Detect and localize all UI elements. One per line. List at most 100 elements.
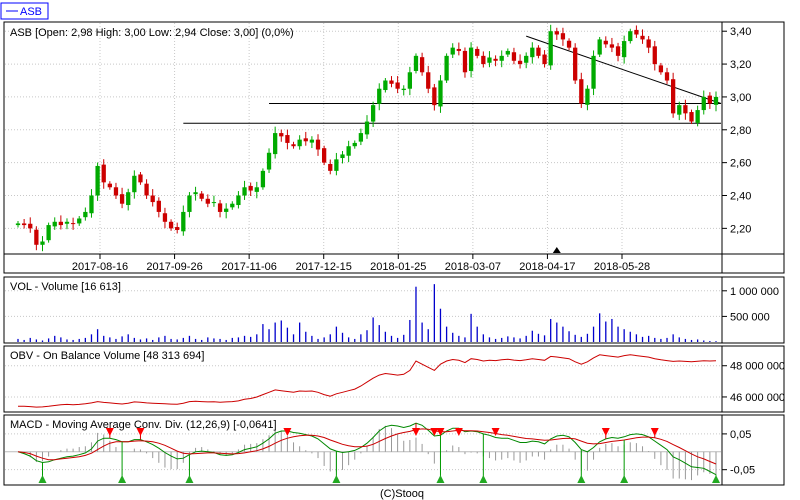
- candle-body: [664, 72, 670, 81]
- price-y-tick-label: 3,40: [730, 26, 751, 38]
- sell-signal-arrow: [491, 428, 500, 436]
- trend-line: [526, 35, 722, 104]
- volume-y-tick-label: 1 000 000: [730, 286, 779, 298]
- legend-label: ASB: [20, 6, 42, 18]
- candle-body: [407, 72, 413, 89]
- macd-signals: [38, 423, 720, 483]
- candle-body: [536, 47, 541, 56]
- candle-body: [205, 198, 210, 204]
- candle-body: [211, 202, 217, 204]
- candle-body: [597, 39, 602, 55]
- candle-body: [438, 80, 443, 107]
- support-resistance-lines: [183, 35, 722, 124]
- date-tick-label: 2017-12-15: [296, 261, 352, 273]
- candle-body: [291, 144, 296, 147]
- candle-body: [707, 95, 713, 104]
- candle-body: [499, 55, 504, 61]
- legend[interactable]: ASB: [0, 2, 49, 20]
- macd-panel: 0,05 -0,05 MACD - Moving Average Conv. Di…: [3, 414, 785, 486]
- candle-body: [285, 135, 290, 143]
- candle-body: [101, 164, 106, 183]
- obv-panel: 48 000 000 46 000 000 OBV - On Balance Vo…: [3, 345, 785, 413]
- macd-grid: [5, 433, 721, 471]
- candle-body: [89, 195, 94, 214]
- candle-body: [646, 39, 651, 48]
- candle-body: [46, 225, 51, 241]
- candle-body: [395, 82, 400, 89]
- candle-body: [236, 195, 241, 206]
- candle-body: [487, 57, 492, 63]
- macd-lines: [17, 422, 717, 476]
- candle-body: [273, 133, 278, 155]
- candle-body: [530, 47, 535, 58]
- candle-body: [315, 139, 321, 150]
- macd-axis-frame: [721, 414, 785, 486]
- price-panel: 2017-08-16 2017-09-26 2017-11-06 2017-12-15…: [3, 21, 785, 274]
- candle-body: [77, 218, 82, 224]
- candle-body: [364, 121, 370, 135]
- sell-signal-arrow: [430, 428, 439, 436]
- volume-y-ticks: 1 000 000 500 000: [722, 286, 779, 323]
- candle-body: [352, 142, 357, 147]
- macd-line: [17, 422, 717, 476]
- sell-signal-arrow: [454, 428, 463, 436]
- footer-credit: (C)Stooq: [380, 488, 424, 500]
- buy-signal-arrow: [38, 475, 47, 483]
- candle-body: [689, 112, 694, 122]
- obv-y-tick-label: 46 000 000: [730, 392, 785, 404]
- candle-body: [701, 96, 706, 111]
- candle-body: [634, 29, 639, 35]
- candle-body: [652, 46, 657, 65]
- candle-body: [156, 200, 161, 212]
- date-tick-label: 2018-05-28: [594, 261, 650, 273]
- price-grid: [5, 23, 721, 253]
- candle-body: [444, 55, 449, 81]
- price-y-tick-label: 3,00: [730, 92, 751, 104]
- sell-signal-arrow: [650, 428, 659, 436]
- candle-body: [187, 195, 192, 212]
- sell-signal-arrow: [411, 428, 420, 436]
- sell-signal-arrow: [283, 428, 292, 436]
- candle-body: [475, 48, 480, 56]
- candle-body: [628, 31, 633, 42]
- candle-body: [358, 133, 364, 142]
- candle-body: [217, 203, 223, 212]
- macd-y-tick-label: 0,05: [730, 429, 751, 441]
- candle-body: [248, 185, 253, 191]
- volume-axis-frame: [721, 276, 785, 344]
- candle-body: [370, 105, 376, 122]
- obv-line: [18, 354, 717, 408]
- candle-body: [126, 192, 131, 206]
- candle-body: [334, 159, 339, 171]
- candle-body: [199, 193, 204, 199]
- candle-body: [566, 40, 572, 48]
- sell-signal-arrow: [436, 428, 445, 436]
- buy-signal-arrow: [577, 475, 586, 483]
- buy-signal-arrow: [118, 475, 127, 483]
- candle-body: [413, 55, 419, 71]
- candle-body: [113, 187, 119, 196]
- candle-body: [548, 31, 553, 66]
- candles: [15, 24, 719, 252]
- candle-body: [640, 35, 645, 40]
- candle-body: [193, 192, 198, 195]
- candle-body: [579, 79, 584, 104]
- candle-body: [603, 40, 608, 45]
- macd-y-tick-label: -0,05: [730, 465, 755, 477]
- candle-body: [181, 211, 186, 232]
- candle-body: [419, 57, 425, 73]
- candle-body: [450, 47, 455, 55]
- candle-body: [119, 194, 125, 204]
- candle-body: [456, 48, 461, 51]
- candle-body: [713, 96, 719, 105]
- candle-body: [168, 221, 174, 229]
- date-tick-label: 2017-08-16: [72, 261, 128, 273]
- candle-body: [175, 227, 180, 230]
- candle-body: [346, 146, 351, 156]
- volume-panel-title: VOL - Volume [16 613]: [10, 281, 121, 293]
- sell-signal-arrow: [136, 428, 145, 436]
- candle-body: [28, 223, 33, 229]
- candle-body: [266, 152, 272, 170]
- candle-body: [609, 44, 615, 48]
- candle-body: [58, 221, 64, 226]
